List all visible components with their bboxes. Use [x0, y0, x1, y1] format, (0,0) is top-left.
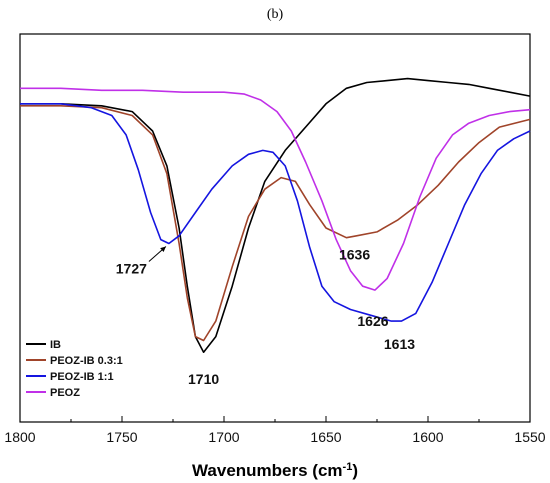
- x-tick-label-0: 1800: [4, 429, 35, 445]
- x-tick-label-5: 1550: [514, 429, 545, 445]
- legend: IB PEOZ-IB 0.3:1 PEOZ-IB 1:1 PEOZ: [26, 339, 123, 399]
- annotation-arrowhead: [160, 246, 166, 253]
- x-tick-label-3: 1650: [310, 429, 341, 445]
- series-line-2: [20, 103, 531, 322]
- annotation-1613: 1613: [384, 336, 415, 352]
- annotation-1636: 1636: [339, 247, 370, 263]
- series-line-3: [20, 87, 531, 291]
- panel-label: (b): [267, 7, 284, 22]
- x-axis-title-tail: ): [352, 461, 358, 480]
- annotation-1626: 1626: [357, 313, 388, 329]
- series-line-0: [20, 77, 531, 353]
- annotations: 1727 1710 1636 1626 1613: [116, 246, 415, 387]
- x-tick-label-4: 1600: [412, 429, 443, 445]
- legend-label-0: IB: [50, 339, 61, 351]
- series-layer: [20, 77, 531, 353]
- x-tick-label-1: 1750: [106, 429, 137, 445]
- series-line-1: [20, 105, 531, 342]
- x-axis: 1800 1750 1700 1650 1600 1550: [4, 416, 546, 445]
- annotation-1710: 1710: [188, 371, 219, 387]
- x-axis-title: Wavenumbers (cm-1): [192, 461, 358, 480]
- annotation-1727: 1727: [116, 261, 147, 277]
- legend-label-1: PEOZ-IB 0.3:1: [50, 355, 123, 367]
- x-axis-title-main: Wavenumbers (cm: [192, 461, 343, 480]
- legend-label-3: PEOZ: [50, 387, 80, 399]
- legend-label-2: PEOZ-IB 1:1: [50, 371, 114, 383]
- x-axis-title-sup: -1: [343, 461, 353, 473]
- x-tick-label-2: 1700: [208, 429, 239, 445]
